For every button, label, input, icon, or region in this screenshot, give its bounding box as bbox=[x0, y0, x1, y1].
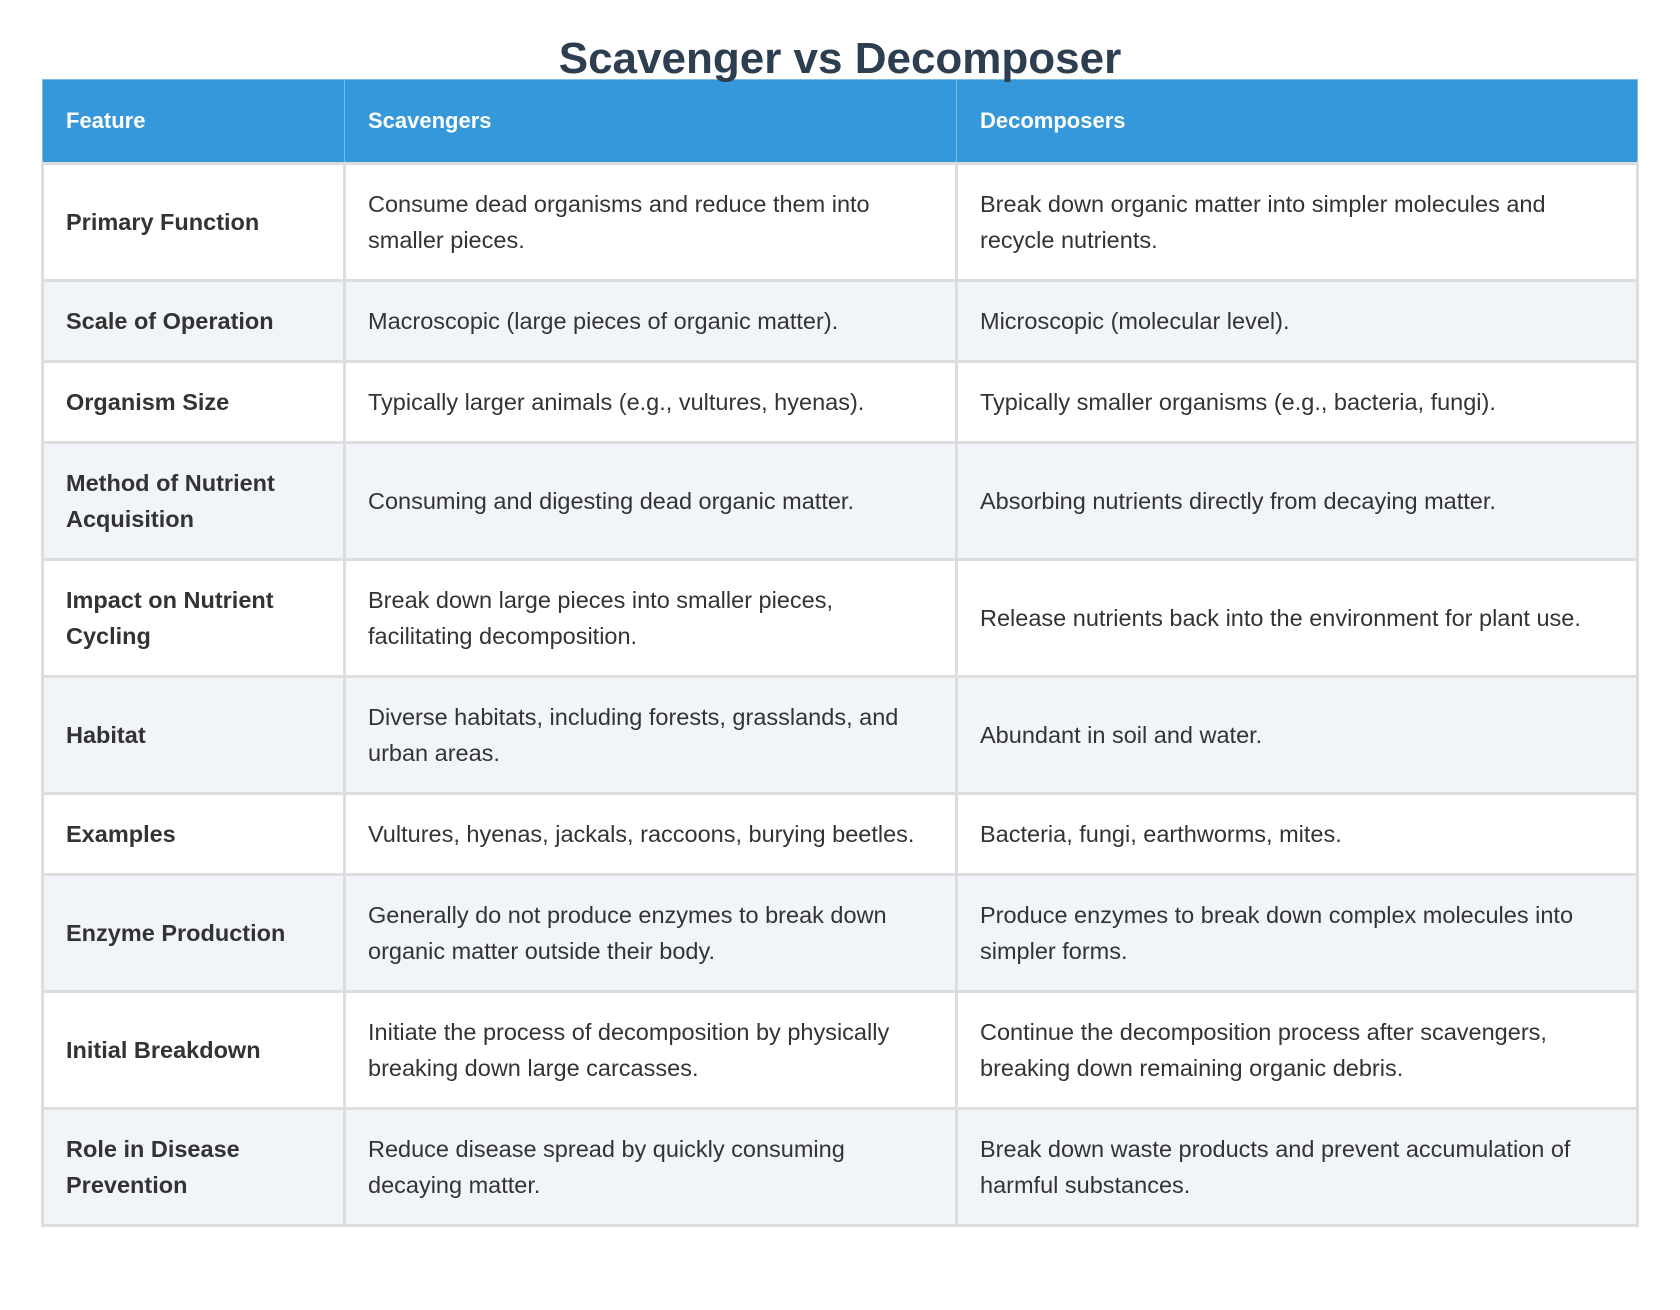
decomposers-cell: Typically smaller organisms (e.g., bacte… bbox=[955, 360, 1639, 444]
scavengers-cell: Generally do not produce enzymes to brea… bbox=[343, 873, 958, 993]
decomposers-cell: Break down organic matter into simpler m… bbox=[955, 162, 1639, 282]
table-row: Initial Breakdown Initiate the process of… bbox=[41, 990, 1639, 1110]
feature-cell: Impact on Nutrient Cycling bbox=[41, 558, 346, 678]
table-row: Examples Vultures, hyenas, jackals, racco… bbox=[41, 792, 1639, 876]
decomposers-cell: Bacteria, fungi, earthworms, mites. bbox=[955, 792, 1639, 876]
table-row: Method of Nutrient Acquisition Consuming … bbox=[41, 441, 1639, 561]
scavengers-cell: Consuming and digesting dead organic mat… bbox=[343, 441, 958, 561]
feature-cell: Enzyme Production bbox=[41, 873, 346, 993]
table-row: Primary Function Consume dead organisms a… bbox=[41, 162, 1639, 282]
feature-cell: Examples bbox=[41, 792, 346, 876]
table-row: Habitat Diverse habitats, including fores… bbox=[41, 675, 1639, 795]
scavengers-cell: Diverse habitats, including forests, gra… bbox=[343, 675, 958, 795]
scavengers-cell: Typically larger animals (e.g., vultures… bbox=[343, 360, 958, 444]
decomposers-cell: Break down waste products and prevent ac… bbox=[955, 1107, 1639, 1227]
table-row: Scale of Operation Macroscopic (large pie… bbox=[41, 279, 1639, 363]
scavengers-cell: Initiate the process of decomposition by… bbox=[343, 990, 958, 1110]
table-row: Impact on Nutrient Cycling Break down lar… bbox=[41, 558, 1639, 678]
scavengers-cell: Break down large pieces into smaller pie… bbox=[343, 558, 958, 678]
feature-cell: Method of Nutrient Acquisition bbox=[41, 441, 346, 561]
feature-cell: Primary Function bbox=[41, 162, 346, 282]
decomposers-cell: Release nutrients back into the environm… bbox=[955, 558, 1639, 678]
decomposers-cell: Abundant in soil and water. bbox=[955, 675, 1639, 795]
decomposers-cell: Microscopic (molecular level). bbox=[955, 279, 1639, 363]
scavengers-cell: Vultures, hyenas, jackals, raccoons, bur… bbox=[343, 792, 958, 876]
scavengers-cell: Macroscopic (large pieces of organic mat… bbox=[343, 279, 958, 363]
header-decomposers: Decomposers bbox=[956, 79, 1638, 164]
comparison-table: Feature Scavengers Decomposers Primary F… bbox=[41, 79, 1639, 1227]
feature-cell: Role in Disease Prevention bbox=[41, 1107, 346, 1227]
table-row: Role in Disease Prevention Reduce disease… bbox=[41, 1107, 1639, 1227]
table-row: Enzyme Production Generally do not produc… bbox=[41, 873, 1639, 993]
decomposers-cell: Absorbing nutrients directly from decayi… bbox=[955, 441, 1639, 561]
page-title: Scavenger vs Decomposer bbox=[558, 34, 1122, 83]
decomposers-cell: Continue the decomposition process after… bbox=[955, 990, 1639, 1110]
feature-cell: Initial Breakdown bbox=[41, 990, 346, 1110]
table-row: Organism Size Typically larger animals (e… bbox=[41, 360, 1639, 444]
header-scavengers: Scavengers bbox=[344, 79, 957, 164]
header-feature: Feature bbox=[42, 79, 345, 164]
feature-cell: Habitat bbox=[41, 675, 346, 795]
decomposers-cell: Produce enzymes to break down complex mo… bbox=[955, 873, 1639, 993]
feature-cell: Organism Size bbox=[41, 360, 346, 444]
scavengers-cell: Reduce disease spread by quickly consumi… bbox=[343, 1107, 958, 1227]
scavengers-cell: Consume dead organisms and reduce them i… bbox=[343, 162, 958, 282]
feature-cell: Scale of Operation bbox=[41, 279, 346, 363]
header-row: Feature Scavengers Decomposers bbox=[42, 79, 1638, 164]
